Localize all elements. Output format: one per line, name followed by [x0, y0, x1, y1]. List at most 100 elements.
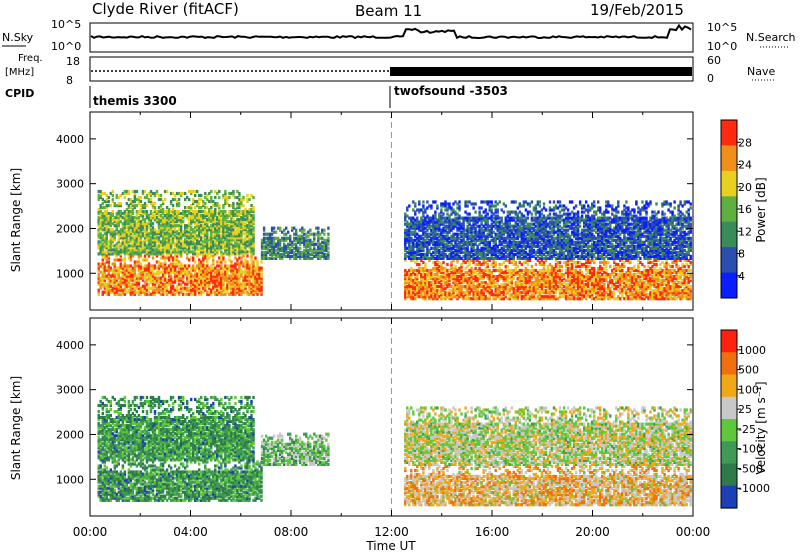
heatmap-cell: [510, 281, 513, 285]
heatmap-cell: [200, 290, 203, 294]
heatmap-cell: [580, 277, 584, 281]
heatmap-cell: [406, 281, 409, 285]
heatmap-cell: [597, 277, 600, 281]
heatmap-cell: [562, 275, 566, 279]
heatmap-cell: [488, 279, 491, 283]
heatmap-cell: [208, 236, 211, 240]
heatmap-cell: [629, 297, 632, 301]
heatmap-cell: [478, 291, 481, 295]
heatmap-cell: [214, 202, 217, 206]
heatmap-cell: [121, 228, 125, 232]
heatmap-cell: [129, 210, 133, 214]
heatmap-cell: [151, 250, 155, 254]
heatmap-cell: [238, 240, 241, 244]
heatmap-cell: [196, 274, 199, 278]
heatmap-cell: [103, 284, 106, 288]
heatmap-cell: [137, 232, 141, 236]
heatmap-cell: [161, 290, 165, 294]
heatmap-cell: [506, 281, 509, 285]
heatmap-cell: [204, 246, 207, 250]
heatmap-cell: [254, 258, 257, 262]
heatmap-cell: [123, 272, 127, 276]
heatmap-cell: [498, 262, 501, 267]
heatmap-cell: [220, 254, 223, 258]
heatmap-cell: [442, 287, 445, 291]
heatmap-cell: [177, 238, 181, 242]
heatmap-cell: [139, 246, 143, 250]
heatmap-cell: [599, 285, 602, 289]
heatmap-cell: [238, 282, 241, 286]
heatmap-cell: [426, 293, 429, 297]
heatmap-cell: [236, 189, 239, 194]
heatmap-cell: [143, 238, 147, 242]
heatmap-cell: [468, 279, 471, 283]
heatmap-cell: [486, 289, 489, 293]
heatmap-cell: [319, 250, 322, 254]
heatmap-cell: [182, 286, 185, 290]
heatmap-cell: [224, 236, 227, 240]
heatmap-cell: [169, 230, 173, 234]
heatmap-cell: [252, 236, 255, 240]
heatmap-cell: [500, 268, 503, 273]
heatmap-cell: [528, 297, 532, 301]
heatmap-cell: [137, 252, 141, 256]
heatmap-cell: [450, 297, 453, 301]
heatmap-cell: [408, 285, 411, 289]
heatmap-cell: [556, 262, 560, 267]
heatmap-cell: [238, 284, 241, 288]
heatmap-cell: [422, 297, 425, 301]
heatmap-cell: [111, 272, 114, 276]
heatmap-cell: [440, 279, 443, 283]
heatmap-cell: [554, 275, 558, 279]
heatmap-cell: [202, 199, 205, 204]
heatmap-cell: [317, 230, 320, 234]
heatmap-cell: [585, 279, 588, 283]
heatmap-cell: [218, 222, 221, 226]
heatmap-cell: [442, 260, 445, 265]
heatmap-cell: [452, 275, 455, 279]
heatmap-cell: [659, 291, 662, 295]
heatmap-cell: [232, 214, 235, 218]
heatmap-cell: [532, 293, 536, 297]
heatmap-cell: [248, 220, 251, 224]
heatmap-cell: [252, 216, 255, 220]
heatmap-cell: [637, 275, 640, 279]
heatmap-cell: [129, 270, 133, 274]
heatmap-cell: [206, 212, 209, 216]
heatmap-cell: [115, 216, 118, 220]
heatmap-cell: [599, 264, 602, 269]
heatmap-cell: [127, 264, 131, 268]
heatmap-cell: [248, 284, 251, 288]
heatmap-cell: [196, 248, 199, 252]
heatmap-cell: [540, 268, 544, 273]
heatmap-cell: [492, 260, 495, 265]
heatmap-cell: [617, 279, 620, 283]
heatmap-cell: [619, 266, 622, 271]
heatmap-cell: [218, 272, 221, 276]
heatmap-cell: [254, 256, 257, 260]
heatmap-cell: [192, 218, 195, 222]
heatmap-cell: [101, 292, 104, 296]
heatmap-cell: [454, 289, 457, 293]
heatmap-cell: [111, 230, 114, 234]
heatmap-cell: [147, 276, 151, 280]
heatmap-cell: [250, 242, 253, 246]
heatmap-cell: [133, 222, 137, 226]
heatmap-cell: [494, 260, 497, 265]
heatmap-cell: [412, 297, 415, 301]
heatmap-cell: [301, 234, 304, 238]
heatmap-cell: [468, 262, 471, 267]
heatmap-cell: [240, 272, 243, 276]
heatmap-cell: [488, 295, 491, 299]
heatmap-cell: [109, 276, 112, 280]
nsky-label: N.Sky: [2, 31, 34, 44]
heatmap-cell: [115, 292, 118, 296]
heatmap-cell: [151, 191, 155, 196]
heatmap-cell: [504, 264, 507, 269]
heatmap-cell: [169, 266, 173, 270]
heatmap-cell: [115, 284, 118, 288]
heatmap-cell: [133, 250, 137, 254]
heatmap-cell: [127, 218, 131, 222]
heatmap-cell: [186, 206, 189, 210]
heatmap-cell: [424, 291, 427, 295]
